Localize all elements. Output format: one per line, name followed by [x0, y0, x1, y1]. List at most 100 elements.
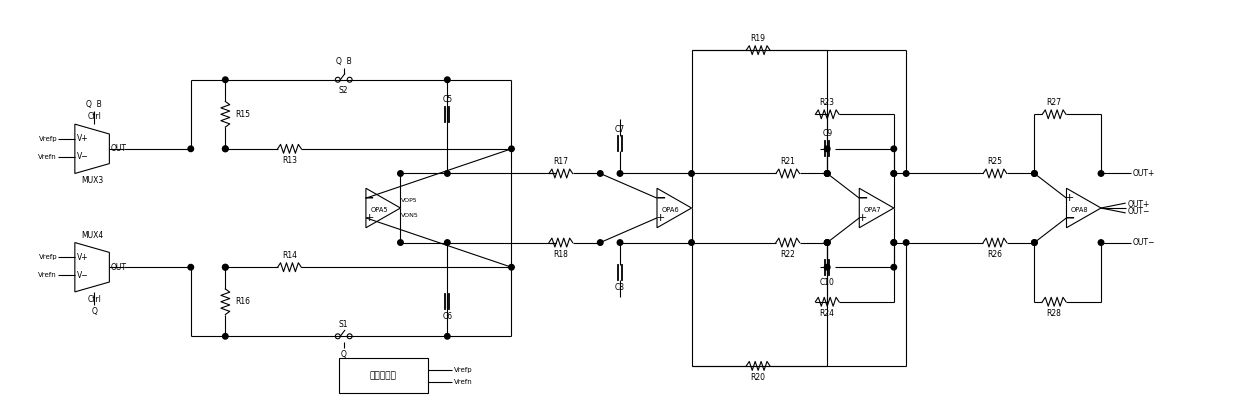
Text: +: +: [365, 213, 374, 223]
Circle shape: [1099, 171, 1104, 176]
Text: +: +: [656, 213, 665, 223]
Text: R13: R13: [281, 156, 296, 165]
Circle shape: [892, 146, 897, 152]
Text: C5: C5: [443, 95, 453, 104]
Text: Q  B: Q B: [87, 100, 102, 110]
Circle shape: [222, 146, 228, 152]
Text: R26: R26: [987, 250, 1002, 259]
Circle shape: [892, 171, 897, 176]
Circle shape: [825, 171, 830, 176]
Circle shape: [598, 240, 603, 245]
Text: C10: C10: [820, 278, 835, 287]
Text: OPA8: OPA8: [1071, 207, 1089, 213]
Circle shape: [508, 265, 515, 270]
Text: R14: R14: [281, 251, 296, 260]
Text: R22: R22: [780, 250, 795, 259]
Circle shape: [825, 171, 830, 176]
Circle shape: [904, 240, 909, 245]
Text: R28: R28: [1047, 309, 1061, 318]
Text: Vrefn: Vrefn: [38, 154, 57, 160]
Circle shape: [825, 240, 830, 245]
Text: OUT: OUT: [110, 144, 126, 153]
Text: Q: Q: [92, 307, 97, 316]
Circle shape: [1032, 240, 1037, 245]
Text: R19: R19: [750, 34, 765, 43]
Text: MUX3: MUX3: [81, 176, 103, 186]
Circle shape: [892, 171, 897, 176]
Text: −: −: [858, 191, 868, 205]
Circle shape: [188, 265, 193, 270]
Text: V−: V−: [77, 152, 88, 161]
Text: Vrefp: Vrefp: [454, 367, 472, 373]
Text: −: −: [1065, 212, 1075, 224]
Text: C7: C7: [615, 125, 625, 133]
Circle shape: [508, 146, 515, 152]
Text: R20: R20: [750, 373, 765, 382]
Text: V+: V+: [77, 253, 88, 262]
Text: MUX4: MUX4: [81, 231, 103, 240]
Circle shape: [445, 334, 450, 339]
Text: C8: C8: [615, 283, 625, 291]
Text: S1: S1: [339, 320, 348, 329]
Text: OPA7: OPA7: [864, 207, 882, 213]
Text: +: +: [1065, 193, 1075, 203]
Circle shape: [892, 265, 897, 270]
Circle shape: [188, 146, 193, 152]
Text: Vrefn: Vrefn: [454, 379, 472, 385]
Text: VOP5: VOP5: [402, 198, 418, 203]
Circle shape: [618, 240, 622, 245]
Circle shape: [222, 265, 228, 270]
Text: R16: R16: [236, 297, 250, 306]
Circle shape: [892, 240, 897, 245]
Circle shape: [222, 334, 228, 339]
Text: Vrefp: Vrefp: [38, 254, 57, 260]
Text: VON5: VON5: [402, 214, 419, 219]
Text: R24: R24: [820, 309, 835, 318]
Text: Ctrl: Ctrl: [87, 112, 100, 121]
Text: V−: V−: [77, 270, 88, 280]
Text: OPA6: OPA6: [661, 207, 680, 213]
Circle shape: [825, 240, 830, 245]
Text: R15: R15: [236, 110, 250, 119]
Text: V+: V+: [77, 135, 88, 143]
Text: R23: R23: [820, 98, 835, 107]
Circle shape: [1099, 240, 1104, 245]
Text: OUT−: OUT−: [1132, 238, 1154, 247]
Text: 基准参考源: 基准参考源: [370, 371, 397, 380]
Text: C9: C9: [822, 130, 832, 138]
Text: Q  B: Q B: [336, 57, 352, 66]
Text: Q: Q: [341, 350, 347, 359]
Text: +: +: [858, 213, 868, 223]
Circle shape: [618, 171, 622, 176]
Text: Vrefp: Vrefp: [38, 136, 57, 142]
Circle shape: [598, 171, 603, 176]
Text: OUT: OUT: [110, 263, 126, 272]
Circle shape: [892, 240, 897, 245]
Text: −: −: [655, 191, 666, 205]
Text: OPA5: OPA5: [371, 207, 388, 213]
Text: R27: R27: [1047, 98, 1061, 107]
Circle shape: [445, 171, 450, 176]
Text: R25: R25: [987, 157, 1002, 166]
Text: C6: C6: [443, 312, 453, 321]
Circle shape: [688, 171, 694, 176]
Circle shape: [445, 77, 450, 82]
Circle shape: [825, 146, 830, 152]
Circle shape: [688, 240, 694, 245]
Circle shape: [1032, 171, 1037, 176]
Circle shape: [222, 77, 228, 82]
Text: Ctrl: Ctrl: [87, 295, 100, 304]
Text: −: −: [365, 191, 374, 205]
Text: OUT−: OUT−: [1127, 207, 1149, 217]
Text: OUT+: OUT+: [1127, 199, 1149, 209]
Circle shape: [1032, 240, 1037, 245]
Circle shape: [445, 240, 450, 245]
Circle shape: [825, 171, 830, 176]
Circle shape: [825, 265, 830, 270]
Circle shape: [222, 265, 228, 270]
Circle shape: [398, 171, 403, 176]
Text: OUT+: OUT+: [1132, 169, 1154, 178]
Text: R17: R17: [553, 157, 568, 166]
Text: R18: R18: [553, 250, 568, 259]
Circle shape: [825, 240, 830, 245]
